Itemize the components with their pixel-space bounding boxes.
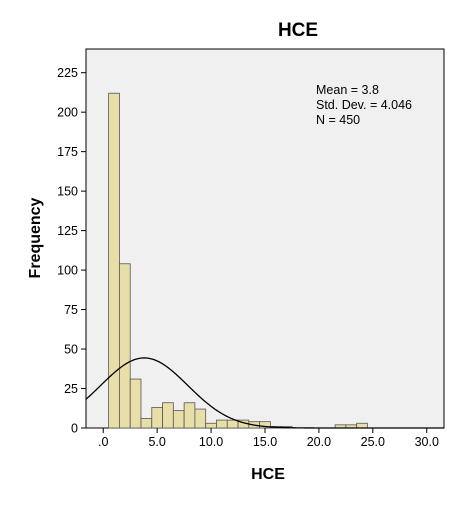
y-tick-label: 0 (71, 422, 78, 436)
y-tick-label: 175 (57, 145, 78, 159)
stat-std-dev: Std. Dev. = 4.046 (316, 98, 412, 112)
histogram-bar (183, 402, 196, 429)
histogram-bar (129, 378, 142, 429)
x-axis-title: HCE (251, 466, 285, 483)
x-tick-label: .0 (98, 435, 108, 449)
y-tick-label: 50 (64, 343, 78, 357)
histogram-bar (108, 92, 120, 429)
histogram-bar (119, 263, 131, 429)
normal-curve (85, 357, 444, 429)
x-tick-label: 10.0 (199, 435, 223, 449)
histogram-bar (226, 419, 239, 429)
histogram-bar (194, 408, 207, 429)
x-tick-label: 15.0 (253, 435, 277, 449)
histogram-bar (216, 419, 228, 429)
y-tick-label: 75 (64, 303, 78, 317)
stat-n: N = 450 (316, 113, 360, 127)
histogram-bar (205, 422, 217, 429)
plot-area (85, 48, 445, 429)
histogram-bar (356, 422, 368, 429)
x-tick-label: 25.0 (361, 435, 385, 449)
x-tick-label: 5.0 (148, 435, 165, 449)
stats-box: Mean = 3.8 Std. Dev. = 4.046 N = 450 (316, 83, 412, 127)
histogram-bar (140, 418, 153, 429)
x-axis: .0 5.0 10.0 15.0 20.0 25.0 30.0 (98, 428, 439, 449)
stat-mean: Mean = 3.8 (316, 83, 379, 97)
histogram-bar (151, 407, 163, 429)
y-tick-label: 125 (57, 224, 78, 238)
y-axis: 0 25 50 75 100 125 150 175 200 225 (57, 66, 86, 436)
y-tick-label: 25 (64, 382, 78, 396)
histogram-bar (162, 402, 174, 429)
x-tick-label: 30.0 (415, 435, 439, 449)
histogram-bar (172, 410, 185, 429)
y-tick-label: 225 (57, 66, 78, 80)
y-axis-title: Frequency (27, 197, 44, 278)
y-tick-label: 100 (57, 264, 78, 278)
chart-title: HCE (278, 20, 318, 41)
y-tick-label: 150 (57, 185, 78, 199)
y-tick-label: 200 (57, 106, 78, 120)
x-tick-label: 20.0 (307, 435, 331, 449)
